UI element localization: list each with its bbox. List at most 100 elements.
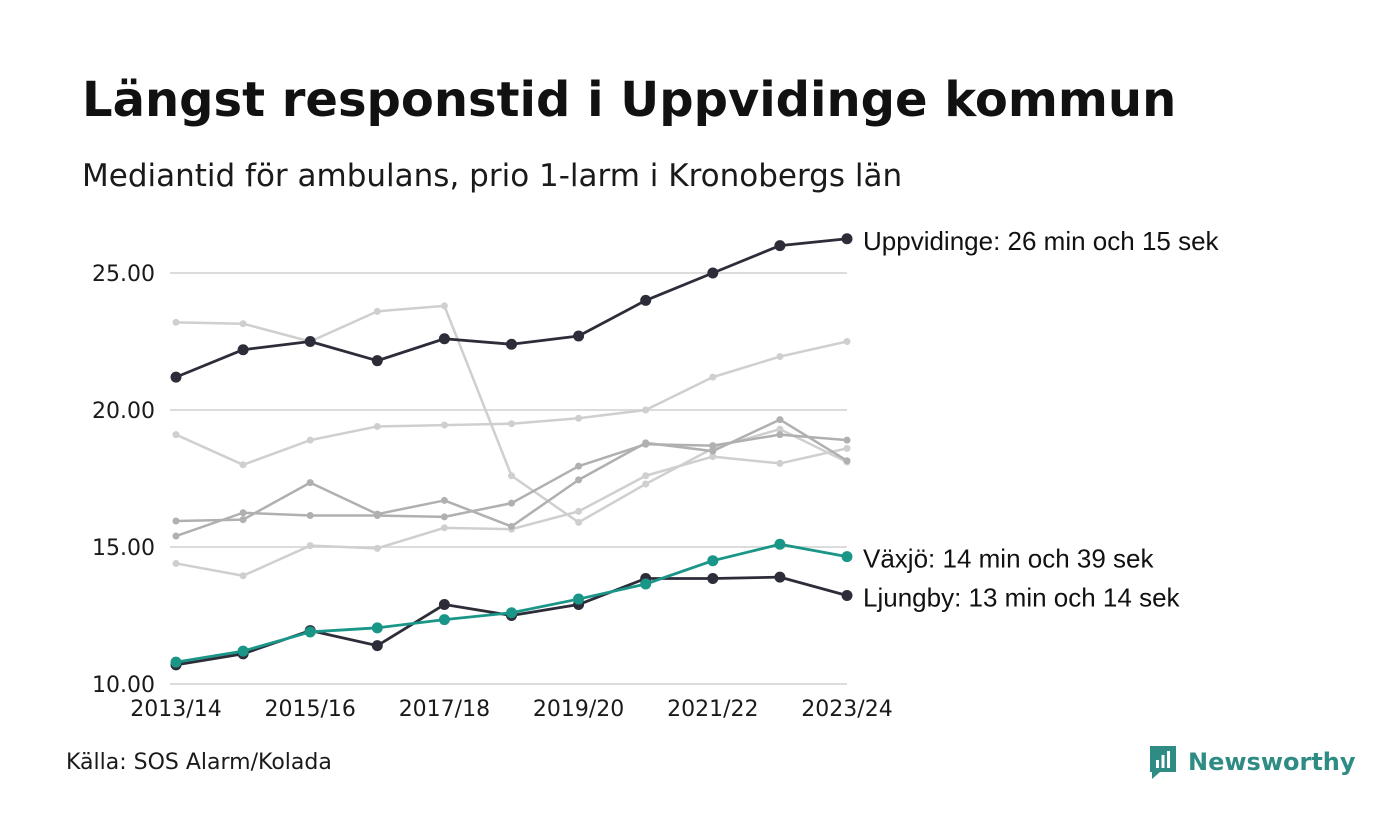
data-point bbox=[172, 318, 180, 326]
data-point bbox=[170, 371, 182, 383]
data-point bbox=[440, 524, 448, 532]
series-label-uppvidinge: Uppvidinge: 26 min och 15 sek bbox=[863, 226, 1220, 256]
x-axis-ticks: 2013/14 2015/16 2017/18 2019/20 2021/22 2023/… bbox=[130, 697, 892, 722]
chart-subtitle: Mediantid för ambulans, prio 1-larm i Kr… bbox=[82, 158, 903, 194]
series-other-municipality bbox=[172, 431, 851, 540]
data-point bbox=[774, 571, 786, 583]
series-other-municipality bbox=[172, 416, 851, 530]
data-point bbox=[841, 233, 853, 245]
data-point bbox=[709, 447, 717, 455]
y-tick-label: 20.00 bbox=[92, 399, 155, 424]
data-point bbox=[774, 240, 786, 252]
data-point bbox=[776, 431, 784, 439]
data-point bbox=[306, 542, 314, 550]
data-point bbox=[239, 572, 247, 580]
data-point bbox=[172, 431, 180, 439]
data-point bbox=[707, 267, 719, 279]
data-point bbox=[508, 522, 515, 530]
data-point bbox=[642, 440, 650, 448]
data-point bbox=[440, 513, 448, 521]
series-group bbox=[170, 233, 853, 671]
x-tick-label: 2023/24 bbox=[801, 697, 892, 722]
series-line bbox=[175, 433, 848, 538]
series-växjö bbox=[170, 538, 853, 668]
data-point bbox=[843, 436, 851, 444]
x-tick-label: 2021/22 bbox=[667, 697, 758, 722]
data-point bbox=[575, 414, 583, 422]
data-point bbox=[640, 578, 652, 590]
series-line bbox=[175, 447, 848, 578]
data-point bbox=[239, 516, 247, 524]
data-point bbox=[371, 640, 383, 652]
data-point bbox=[709, 442, 717, 450]
data-point bbox=[642, 480, 650, 488]
newsworthy-logo-icon bbox=[1150, 746, 1176, 779]
data-point bbox=[843, 457, 851, 465]
data-point bbox=[573, 593, 585, 605]
data-point bbox=[575, 518, 583, 526]
x-tick-label: 2015/16 bbox=[264, 697, 355, 722]
x-tick-label: 2017/18 bbox=[399, 697, 490, 722]
data-point bbox=[508, 420, 515, 428]
y-axis-ticks: 10.00 15.00 20.00 25.00 bbox=[92, 262, 155, 698]
data-point bbox=[306, 479, 314, 487]
series-other-municipality bbox=[172, 302, 851, 526]
data-point bbox=[172, 559, 180, 567]
data-point bbox=[440, 302, 448, 310]
series-line bbox=[175, 340, 848, 467]
series-uppvidinge bbox=[170, 233, 853, 383]
data-point bbox=[237, 344, 249, 356]
data-point bbox=[306, 436, 314, 444]
data-point bbox=[438, 333, 450, 345]
data-point bbox=[709, 453, 717, 461]
data-point bbox=[508, 499, 515, 507]
data-point bbox=[774, 538, 786, 550]
y-tick-label: 10.00 bbox=[92, 673, 155, 698]
newsworthy-logo: Newsworthy bbox=[1148, 744, 1356, 780]
series-line bbox=[175, 237, 848, 379]
data-point bbox=[172, 532, 180, 540]
data-point bbox=[841, 551, 853, 563]
data-point bbox=[707, 573, 719, 585]
series-other-municipality bbox=[172, 338, 851, 469]
data-point bbox=[373, 422, 381, 430]
data-point bbox=[440, 421, 448, 429]
data-point bbox=[575, 462, 583, 470]
x-tick-label: 2013/14 bbox=[130, 697, 221, 722]
y-tick-label: 15.00 bbox=[92, 536, 155, 561]
data-point bbox=[440, 496, 448, 504]
data-point bbox=[371, 355, 383, 367]
data-point bbox=[843, 338, 851, 345]
data-point bbox=[306, 511, 314, 519]
data-point bbox=[573, 330, 585, 342]
data-point bbox=[506, 338, 517, 350]
data-point bbox=[371, 622, 383, 634]
x-tick-label: 2019/20 bbox=[533, 697, 624, 722]
logo-text: Newsworthy bbox=[1188, 748, 1356, 776]
data-point bbox=[843, 444, 851, 452]
data-point bbox=[642, 406, 650, 414]
data-point bbox=[776, 353, 784, 361]
data-point bbox=[304, 336, 316, 347]
series-line bbox=[175, 304, 848, 524]
data-point bbox=[575, 507, 583, 515]
series-label-ljungby: Ljungby: 13 min och 14 sek bbox=[863, 582, 1181, 612]
data-point bbox=[841, 589, 853, 601]
data-point bbox=[304, 626, 316, 638]
data-point bbox=[575, 476, 583, 484]
source-note: Källa: SOS Alarm/Kolada bbox=[66, 750, 332, 775]
data-point bbox=[438, 614, 450, 626]
y-tick-label: 25.00 bbox=[92, 262, 155, 287]
data-point bbox=[642, 472, 650, 480]
gridlines bbox=[170, 272, 847, 685]
data-point bbox=[640, 294, 652, 306]
data-point bbox=[438, 599, 450, 611]
series-labels: Uppvidinge: 26 min och 15 sek Växjö: 14 m… bbox=[863, 226, 1220, 613]
data-point bbox=[373, 544, 381, 552]
data-point bbox=[506, 607, 517, 619]
data-point bbox=[239, 461, 247, 469]
data-point bbox=[373, 511, 381, 519]
data-point bbox=[776, 416, 784, 424]
data-point bbox=[172, 517, 180, 525]
